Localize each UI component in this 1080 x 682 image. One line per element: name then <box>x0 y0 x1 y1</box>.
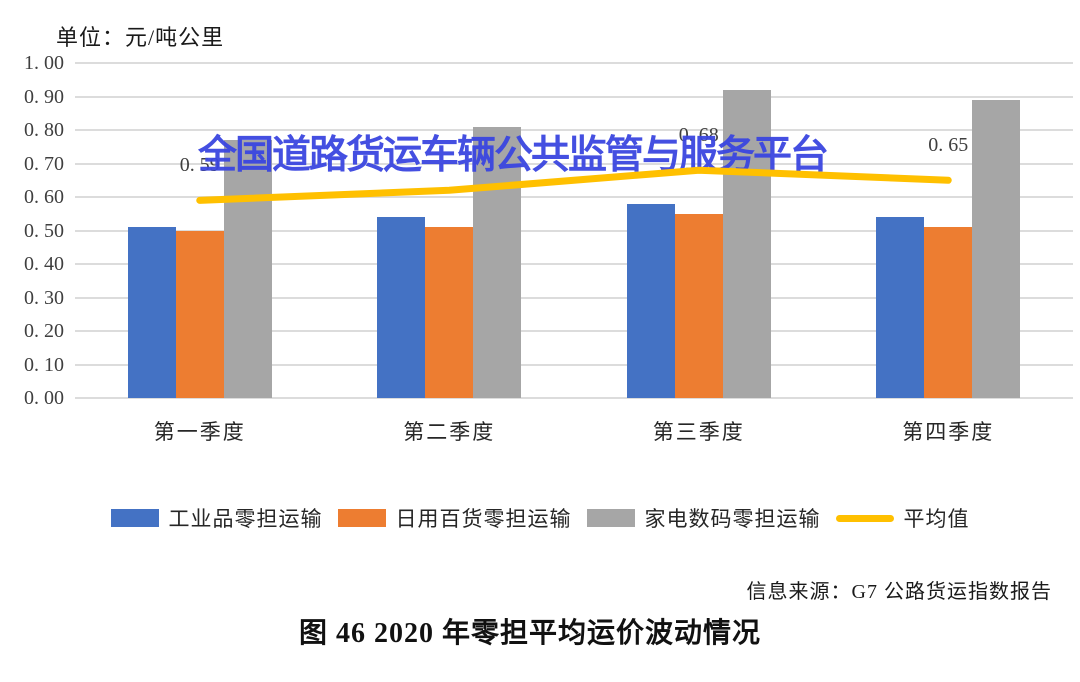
gridline <box>75 397 1073 399</box>
bar-工业品零担运输-第三季度 <box>626 203 675 398</box>
legend-label: 工业品零担运输 <box>168 507 323 531</box>
bar-工业品零担运输-第四季度 <box>876 217 925 398</box>
bar-家电数码零担运输-第三季度 <box>722 89 771 398</box>
y-axis-tick-label: 0. 80 <box>24 119 64 141</box>
legend-label: 日用百货零担运输 <box>395 507 572 531</box>
source-note: 信息来源：G7 公路货运指数报告 <box>746 581 1052 603</box>
x-axis-label-第二季度: 第二季度 <box>403 420 496 444</box>
bar-日用百货零担运输-第四季度 <box>924 227 973 398</box>
legend-item-平均值: 平均值 <box>835 503 970 533</box>
legend-label: 家电数码零担运输 <box>644 507 821 531</box>
legend-swatch-line <box>835 514 894 522</box>
y-axis-tick-label: 0. 70 <box>24 152 64 175</box>
bar-日用百货零担运输-第一季度 <box>175 230 224 398</box>
legend-item-日用百货零担运输: 日用百货零担运输 <box>337 503 572 533</box>
average-point-label: 0. 65 <box>928 134 969 157</box>
x-axis-label-第一季度: 第一季度 <box>153 420 246 444</box>
bar-工业品零担运输-第二季度 <box>377 217 426 398</box>
gridline <box>75 229 1073 232</box>
chart-legend: 工业品零担运输 日用百货零担运输 家电数码零担运输 平均值 <box>0 503 1080 533</box>
watermark-text: 全国道路货运车辆公共监管与服务平台 <box>198 133 829 178</box>
gridline <box>75 296 1073 299</box>
unit-label: 单位：元/吨公里 <box>56 25 225 50</box>
y-axis-tick-label: 0. 90 <box>24 85 64 108</box>
y-axis-tick-label: 0. 50 <box>24 219 64 242</box>
y-axis-tick-label: 0. 30 <box>24 286 64 309</box>
y-axis-tick-label: 0. 60 <box>24 186 64 208</box>
x-axis-label-第四季度: 第四季度 <box>902 420 995 444</box>
gridline <box>75 129 1073 131</box>
legend-item-工业品零担运输: 工业品零担运输 <box>110 503 323 533</box>
legend-item-家电数码零担运输: 家电数码零担运输 <box>586 503 821 533</box>
legend-swatch-rect <box>110 509 159 527</box>
bar-日用百货零担运输-第三季度 <box>674 213 723 398</box>
legend-swatch-rect <box>586 509 635 527</box>
x-axis-label-第三季度: 第三季度 <box>652 420 745 444</box>
gridline <box>75 162 1073 165</box>
y-axis-tick-label: 0. 40 <box>24 253 64 275</box>
y-axis-tick-label: 1. 00 <box>24 52 64 74</box>
gridline <box>75 330 1073 332</box>
legend-label: 平均值 <box>903 507 970 531</box>
bar-家电数码零担运输-第四季度 <box>972 99 1021 398</box>
figure-caption: 图 46 2020 年零担平均运价波动情况 <box>298 618 761 649</box>
gridline <box>75 62 1073 64</box>
bar-日用百货零担运输-第二季度 <box>425 227 474 398</box>
gridline <box>75 95 1073 98</box>
legend-swatch-rect <box>337 509 386 527</box>
y-axis-tick-label: 0. 20 <box>24 320 64 342</box>
gridline <box>75 263 1073 265</box>
bar-工业品零担运输-第一季度 <box>127 227 176 398</box>
gridline <box>75 363 1073 366</box>
y-axis-tick-label: 0. 10 <box>24 353 64 376</box>
y-axis-tick-label: 0. 00 <box>24 387 64 409</box>
average-point-label: 0. 68 <box>678 124 719 147</box>
